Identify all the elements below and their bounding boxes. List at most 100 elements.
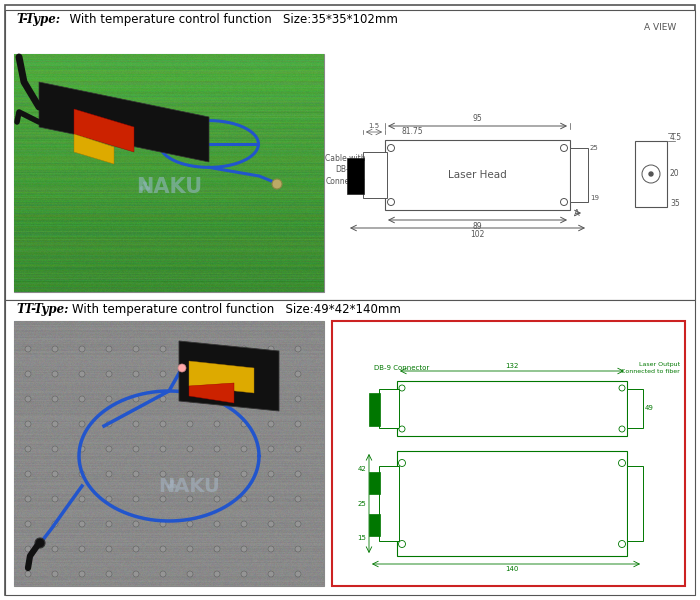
Circle shape [214, 496, 220, 502]
Circle shape [214, 346, 220, 352]
Circle shape [106, 496, 112, 502]
Circle shape [187, 371, 193, 377]
Circle shape [388, 145, 395, 151]
Circle shape [160, 371, 166, 377]
Circle shape [133, 496, 139, 502]
Bar [14, 54, 324, 292]
Bar [570, 148, 588, 202]
Circle shape [106, 521, 112, 527]
Bar [385, 140, 570, 210]
Circle shape [388, 199, 395, 205]
Circle shape [642, 165, 660, 183]
Text: 49: 49 [645, 406, 654, 412]
Text: With temperature control function   Size:49*42*140mm: With temperature control function Size:4… [72, 304, 401, 317]
Circle shape [268, 496, 274, 502]
Circle shape [241, 496, 247, 502]
Circle shape [619, 541, 626, 547]
Circle shape [52, 496, 58, 502]
Text: TT-Type:: TT-Type: [16, 304, 69, 317]
Circle shape [52, 371, 58, 377]
Circle shape [160, 496, 166, 502]
Circle shape [133, 446, 139, 452]
Circle shape [241, 421, 247, 427]
Circle shape [133, 371, 139, 377]
Circle shape [79, 496, 85, 502]
Circle shape [295, 471, 301, 477]
Text: Laser Output
Connected to fiber: Laser Output Connected to fiber [622, 362, 680, 374]
Text: 89: 89 [473, 222, 482, 231]
Circle shape [35, 538, 45, 548]
Polygon shape [39, 82, 209, 162]
Bar [369, 472, 380, 494]
Circle shape [295, 396, 301, 402]
Circle shape [214, 421, 220, 427]
Text: ♣: ♣ [137, 179, 150, 194]
Circle shape [619, 460, 626, 467]
Circle shape [295, 571, 301, 577]
Circle shape [619, 426, 625, 432]
Text: A VIEW: A VIEW [644, 23, 676, 32]
Text: DB-9 Connector: DB-9 Connector [374, 365, 429, 371]
Bar [627, 466, 643, 541]
Polygon shape [74, 109, 134, 152]
Circle shape [106, 446, 112, 452]
Circle shape [25, 421, 31, 427]
Circle shape [106, 471, 112, 477]
Text: 95: 95 [473, 114, 482, 123]
Circle shape [52, 421, 58, 427]
Circle shape [268, 421, 274, 427]
Circle shape [398, 460, 405, 467]
Circle shape [25, 471, 31, 477]
Circle shape [52, 396, 58, 402]
Circle shape [106, 396, 112, 402]
Circle shape [133, 346, 139, 352]
Circle shape [398, 541, 405, 547]
Circle shape [241, 371, 247, 377]
Circle shape [268, 571, 274, 577]
Circle shape [214, 546, 220, 552]
Bar [332, 321, 685, 586]
Circle shape [160, 346, 166, 352]
Bar [14, 321, 324, 586]
Text: 25: 25 [590, 145, 598, 151]
Circle shape [25, 371, 31, 377]
Bar [379, 389, 399, 428]
Circle shape [160, 571, 166, 577]
Circle shape [25, 571, 31, 577]
Bar [627, 389, 643, 428]
Circle shape [133, 521, 139, 527]
Circle shape [399, 385, 405, 391]
Circle shape [214, 396, 220, 402]
Circle shape [79, 546, 85, 552]
Text: NAKU: NAKU [158, 476, 220, 496]
Text: 15: 15 [358, 535, 366, 541]
Circle shape [79, 371, 85, 377]
Circle shape [25, 521, 31, 527]
Circle shape [214, 571, 220, 577]
Circle shape [79, 396, 85, 402]
Circle shape [268, 446, 274, 452]
Circle shape [214, 371, 220, 377]
Circle shape [268, 346, 274, 352]
Text: 140: 140 [505, 566, 519, 572]
Text: T-Type:: T-Type: [16, 13, 60, 26]
Bar [5, 10, 695, 300]
Circle shape [268, 471, 274, 477]
Text: 4.5: 4.5 [670, 133, 682, 142]
Circle shape [52, 521, 58, 527]
Circle shape [52, 346, 58, 352]
Circle shape [79, 571, 85, 577]
Circle shape [52, 471, 58, 477]
Circle shape [187, 446, 193, 452]
Bar [635, 141, 667, 207]
Circle shape [79, 471, 85, 477]
Text: 102: 102 [470, 230, 484, 239]
Circle shape [295, 521, 301, 527]
Circle shape [160, 471, 166, 477]
Circle shape [52, 546, 58, 552]
Circle shape [187, 421, 193, 427]
Circle shape [295, 371, 301, 377]
Circle shape [106, 571, 112, 577]
Circle shape [241, 396, 247, 402]
Circle shape [160, 521, 166, 527]
